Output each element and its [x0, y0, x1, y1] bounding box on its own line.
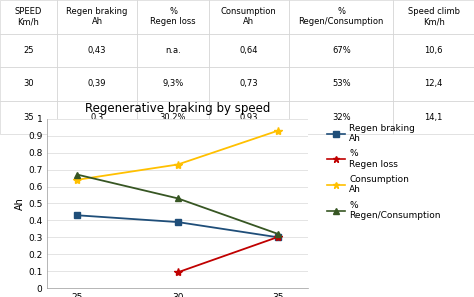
Y-axis label: Ah: Ah	[15, 197, 26, 210]
Title: Regenerative braking by speed: Regenerative braking by speed	[85, 102, 271, 115]
Legend: Regen braking
Ah, %
Regen loss, Consumption
Ah, %
Regen/Consumption: Regen braking Ah, % Regen loss, Consumpt…	[323, 120, 444, 224]
